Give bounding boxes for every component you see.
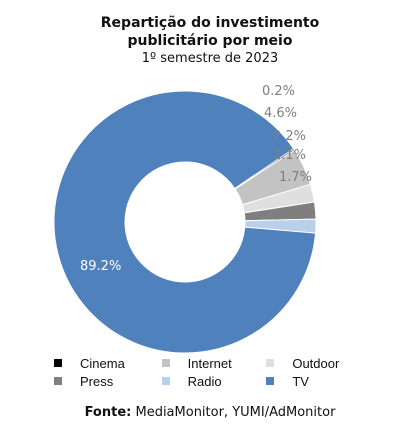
legend-row-2: Press Radio TV: [54, 372, 374, 390]
data-label-cinema: 0.2%: [262, 84, 295, 99]
legend-swatch-press: [54, 377, 62, 385]
legend-swatch-radio: [161, 377, 170, 385]
source-label: Fonte:: [84, 405, 132, 420]
subtitle: 1º semestre de 2023: [141, 51, 279, 66]
legend-label-outdoor: Outdoor: [292, 355, 340, 371]
legend-item-press: Press: [54, 374, 162, 389]
legend-label-press: Press: [80, 373, 114, 389]
data-label-tv: 89.2%: [80, 259, 121, 274]
legend-row-1: Cinema Internet Outdoor: [54, 354, 374, 372]
legend-swatch-internet: [161, 359, 170, 367]
title-line-2: publicitário por meio: [127, 33, 293, 49]
source-text: MediaMonitor, YUMI/AdMonitor: [131, 405, 336, 420]
chart-title: Repartição do investimento publicitário …: [0, 14, 420, 68]
source-note: Fonte: MediaMonitor, YUMI/AdMonitor: [0, 405, 420, 420]
legend-swatch-outdoor: [266, 359, 275, 367]
data-label-press: 2.1%: [273, 148, 306, 163]
legend-item-cinema: Cinema: [54, 356, 162, 371]
legend-item-internet: Internet: [161, 355, 267, 371]
legend-label-internet: Internet: [187, 355, 232, 371]
legend-item-outdoor: Outdoor: [266, 356, 374, 371]
legend-swatch-tv: [266, 377, 275, 385]
legend-swatch-cinema: [54, 359, 62, 367]
legend-label-tv: TV: [292, 373, 309, 389]
legend: Cinema Internet Outdoor Press Radio TV: [54, 354, 374, 390]
legend-item-tv: TV: [266, 374, 374, 389]
data-label-internet: 4.6%: [264, 106, 297, 121]
data-label-radio: 1.7%: [279, 170, 312, 185]
data-label-outdoor: 2.2%: [273, 129, 306, 144]
slice-tv: [53, 90, 317, 354]
title-line-1: Repartição do investimento: [100, 15, 320, 31]
legend-label-cinema: Cinema: [80, 355, 125, 371]
legend-item-radio: Radio: [161, 373, 267, 389]
legend-label-radio: Radio: [187, 373, 222, 389]
